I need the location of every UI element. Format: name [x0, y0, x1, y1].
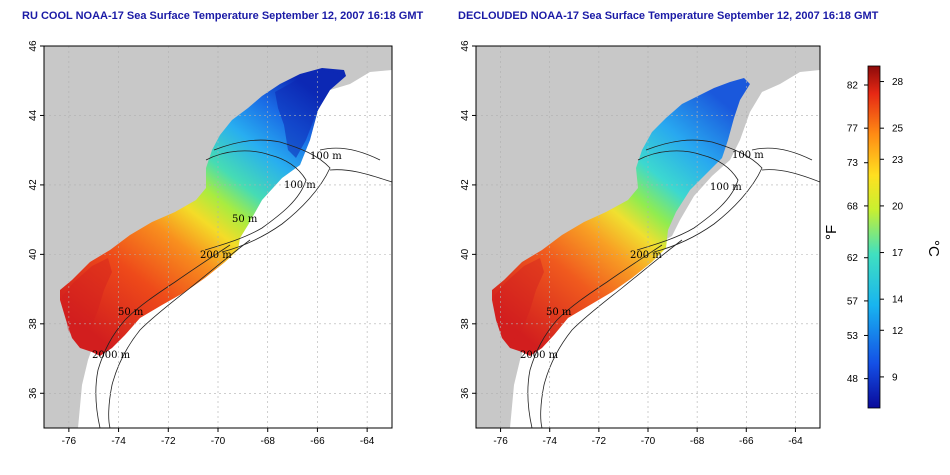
colorbar-c-tick-label: 9 — [892, 372, 898, 383]
contour-label-left-100b: 100 m — [284, 180, 316, 191]
left-x-tick-label: -76 — [62, 436, 77, 447]
colorbar-c-tick-label: 17 — [892, 248, 904, 259]
right-x-tick-label: -70 — [641, 436, 656, 447]
right-x-tick-label: -68 — [690, 436, 705, 447]
left-map-cold-core — [275, 70, 340, 158]
contour-label-right-2000: 2000 m — [520, 350, 559, 361]
left-x-tick-label: -64 — [360, 436, 375, 447]
colorbar-unit-f: °F — [823, 225, 840, 240]
right-map-warm-core — [494, 258, 544, 344]
left-x-tick-label: -72 — [161, 436, 176, 447]
colorbar-f-ticks: 82 77 73 68 62 57 53 48 — [847, 81, 868, 385]
colorbar-gradient — [867, 65, 881, 409]
colorbar-f-tick-label: 73 — [847, 158, 859, 169]
left-map-bathymetry — [95, 139, 392, 428]
right-y-tick-label: 40 — [460, 248, 471, 260]
left-y-tick-label: 36 — [28, 387, 39, 399]
left-map-grid — [44, 46, 392, 428]
colorbar: 82 77 73 68 62 57 53 48 28 25 23 20 17 14 12 9 °F °C — [823, 65, 942, 409]
colorbar-c-tick-label: 14 — [892, 295, 904, 306]
contour-label-right-200: 200 m — [630, 250, 662, 261]
left-map-title: RU COOL NOAA-17 Sea Surface Temperature … — [22, 10, 424, 22]
colorbar-c-tick-label: 23 — [892, 155, 904, 166]
left-y-tick-label: 44 — [28, 109, 39, 121]
contour-label-left-200: 200 m — [200, 250, 232, 261]
left-y-tick-label: 46 — [28, 40, 39, 52]
right-y-axis: 36 38 40 42 44 46 — [460, 40, 476, 399]
left-y-axis: 36 38 40 42 44 46 — [28, 40, 44, 399]
colorbar-f-tick-label: 57 — [847, 296, 859, 307]
contour-label-left-50a: 50 m — [232, 214, 258, 225]
colorbar-c-tick-label: 20 — [892, 201, 904, 212]
right-y-tick-label: 36 — [460, 387, 471, 399]
right-y-tick-label: 42 — [460, 179, 471, 191]
left-x-tick-label: -74 — [111, 436, 126, 447]
colorbar-f-tick-label: 82 — [847, 81, 859, 92]
contour-label-left-50b: 50 m — [118, 307, 144, 318]
left-map-warm-core — [62, 258, 112, 344]
right-x-tick-label: -74 — [542, 436, 557, 447]
right-map-panel — [475, 45, 821, 429]
colorbar-c-tick-label: 25 — [892, 124, 904, 135]
right-x-tick-label: -66 — [739, 436, 754, 447]
contour-label-right-50b: 50 m — [546, 307, 572, 318]
colorbar-c-ticks: 28 25 23 20 17 14 12 9 — [880, 77, 904, 383]
right-x-tick-label: -64 — [788, 436, 803, 447]
colorbar-f-tick-label: 68 — [847, 201, 859, 212]
right-map-bathymetry — [527, 139, 820, 428]
right-x-tick-label: -72 — [592, 436, 607, 447]
contour-label-left-100a: 100 m — [310, 151, 342, 162]
right-map-grid — [476, 46, 820, 428]
right-map-title: DECLOUDED NOAA-17 Sea Surface Temperatur… — [458, 10, 879, 22]
colorbar-c-tick-label: 28 — [892, 77, 904, 88]
right-map-sst — [492, 78, 750, 356]
left-map-panel — [43, 45, 393, 429]
contour-label-left-2000: 2000 m — [92, 350, 131, 361]
colorbar-unit-c: °C — [925, 240, 942, 257]
colorbar-c-tick-label: 12 — [892, 326, 904, 337]
contour-label-right-100b: 100 m — [710, 182, 742, 193]
left-x-axis: -76 -74 -72 -70 -68 -66 -64 — [62, 428, 375, 447]
left-map-sst — [60, 68, 346, 356]
left-y-tick-label: 42 — [28, 179, 39, 191]
right-x-axis: -76 -74 -72 -70 -68 -66 -64 — [493, 428, 803, 447]
left-x-tick-label: -66 — [310, 436, 325, 447]
colorbar-f-tick-label: 77 — [847, 124, 859, 135]
right-y-tick-label: 46 — [460, 40, 471, 52]
left-y-tick-label: 38 — [28, 318, 39, 330]
right-y-tick-label: 38 — [460, 318, 471, 330]
contour-label-right-100a: 100 m — [732, 150, 764, 161]
colorbar-f-tick-label: 48 — [847, 374, 859, 385]
right-y-tick-label: 44 — [460, 109, 471, 121]
colorbar-f-tick-label: 62 — [847, 253, 859, 264]
left-x-tick-label: -68 — [260, 436, 275, 447]
colorbar-f-tick-label: 53 — [847, 331, 859, 342]
right-x-tick-label: -76 — [493, 436, 508, 447]
left-x-tick-label: -70 — [211, 436, 226, 447]
left-y-tick-label: 40 — [28, 248, 39, 260]
contour-labels: 100 m 100 m 50 m 200 m 50 m 2000 m 100 m… — [92, 150, 764, 361]
